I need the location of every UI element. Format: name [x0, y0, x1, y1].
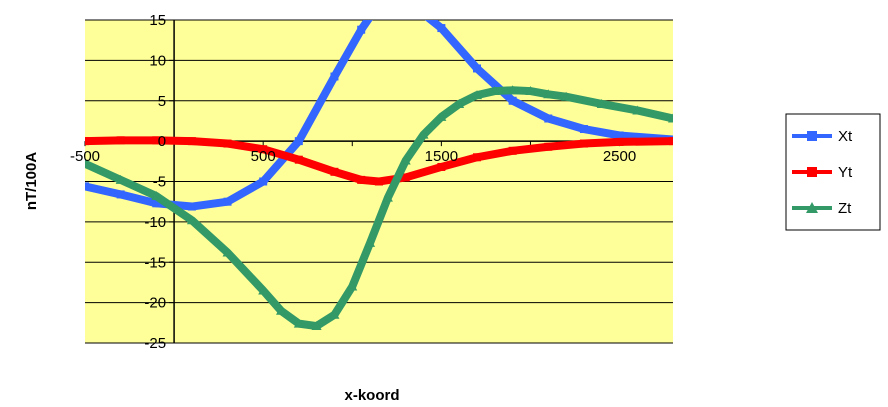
data-point-zt [347, 281, 358, 291]
data-point-xt [330, 72, 339, 81]
y-tick-label: -25 [144, 335, 166, 352]
data-point-zt [507, 85, 518, 95]
data-point-zt [668, 113, 673, 123]
data-point-zt [400, 155, 411, 165]
data-point-xt [615, 131, 624, 140]
data-point-yt [615, 137, 624, 146]
data-point-zt [276, 305, 286, 315]
data-point-xt [544, 114, 553, 123]
data-point-zt [151, 191, 162, 201]
data-point-zt [472, 90, 482, 100]
data-point-yt [330, 167, 339, 176]
data-point-xt [294, 137, 303, 146]
data-point-zt [418, 129, 429, 139]
data-point-xt [259, 177, 268, 186]
x-axis-title: x-koord [344, 387, 399, 404]
y-axis-title: nT/100A [23, 152, 40, 211]
legend-marker-yt [807, 167, 817, 177]
data-point-zt [632, 105, 643, 115]
series-line-zt [85, 86, 673, 331]
data-point-yt [116, 136, 125, 145]
series-layer [85, 0, 673, 331]
data-point-zt [293, 318, 304, 328]
data-point-zt [311, 321, 322, 331]
data-point-yt [544, 142, 553, 151]
data-point-xt [508, 96, 517, 105]
data-point-zt [329, 309, 340, 319]
x-tick-label: 2500 [603, 148, 636, 165]
data-point-yt [375, 177, 383, 186]
data-point-zt [365, 237, 376, 247]
data-point-yt [357, 175, 366, 184]
data-point-zt [222, 247, 233, 257]
data-point-xt [223, 197, 232, 206]
y-tick-label: -10 [144, 214, 166, 231]
data-point-xt [116, 190, 125, 199]
x-tick-label: 500 [251, 148, 276, 165]
data-point-zt [258, 285, 269, 295]
data-point-zt [436, 111, 447, 121]
data-point-yt [259, 145, 268, 154]
data-point-yt [669, 137, 673, 146]
data-point-xt [375, 0, 383, 8]
data-point-zt [596, 98, 607, 108]
legend: Xt Yt Zt [785, 113, 881, 231]
data-point-yt [85, 137, 89, 146]
y-tick-label: -15 [144, 254, 166, 271]
y-tick-label: 10 [149, 52, 166, 69]
legend-label-zt: Zt [838, 200, 852, 217]
series-line-xt [85, 20, 673, 211]
data-point-zt [85, 158, 90, 168]
data-point-xt [152, 199, 161, 208]
data-point-xt [473, 64, 481, 73]
x-tick-label: -500 [70, 148, 100, 165]
data-point-zt [382, 192, 393, 202]
data-point-yt [473, 153, 481, 162]
data-point-zt [543, 89, 554, 99]
data-point-xt [579, 125, 588, 134]
legend-label-xt: Xt [838, 128, 853, 145]
data-point-yt [294, 155, 303, 164]
data-point-yt [187, 137, 196, 146]
data-point-zt [561, 91, 572, 101]
data-point-zt [489, 86, 500, 96]
data-point-zt [525, 86, 536, 96]
series-line-yt [85, 136, 673, 186]
data-point-zt [115, 174, 126, 184]
y-tick-label: 15 [149, 12, 166, 29]
legend-label-yt: Yt [838, 164, 853, 181]
legend-marker-xt [807, 131, 817, 141]
data-point-zt [454, 98, 465, 108]
y-tick-label: 0 [158, 133, 166, 150]
data-point-yt [579, 139, 588, 148]
data-point-xt [187, 202, 196, 211]
data-point-xt [85, 182, 89, 191]
data-point-yt [223, 139, 232, 148]
data-point-yt [152, 136, 161, 145]
y-tick-label: -5 [153, 174, 166, 191]
y-tick-label: -20 [144, 295, 166, 312]
x-tick-label: 1500 [425, 148, 458, 165]
data-point-xt [402, 0, 410, 4]
data-point-xt [437, 24, 446, 33]
data-point-xt [357, 25, 366, 34]
y-tick-label: 5 [158, 93, 166, 110]
data-point-yt [401, 173, 410, 182]
data-point-zt [186, 215, 197, 225]
tick-labels: 15 10 5 0 -5 -10 -15 -20 -25 -500 500 1500 2500 [70, 12, 636, 352]
data-point-yt [508, 146, 517, 155]
legend-marker-zt [806, 202, 818, 213]
data-point-yt [437, 162, 446, 171]
